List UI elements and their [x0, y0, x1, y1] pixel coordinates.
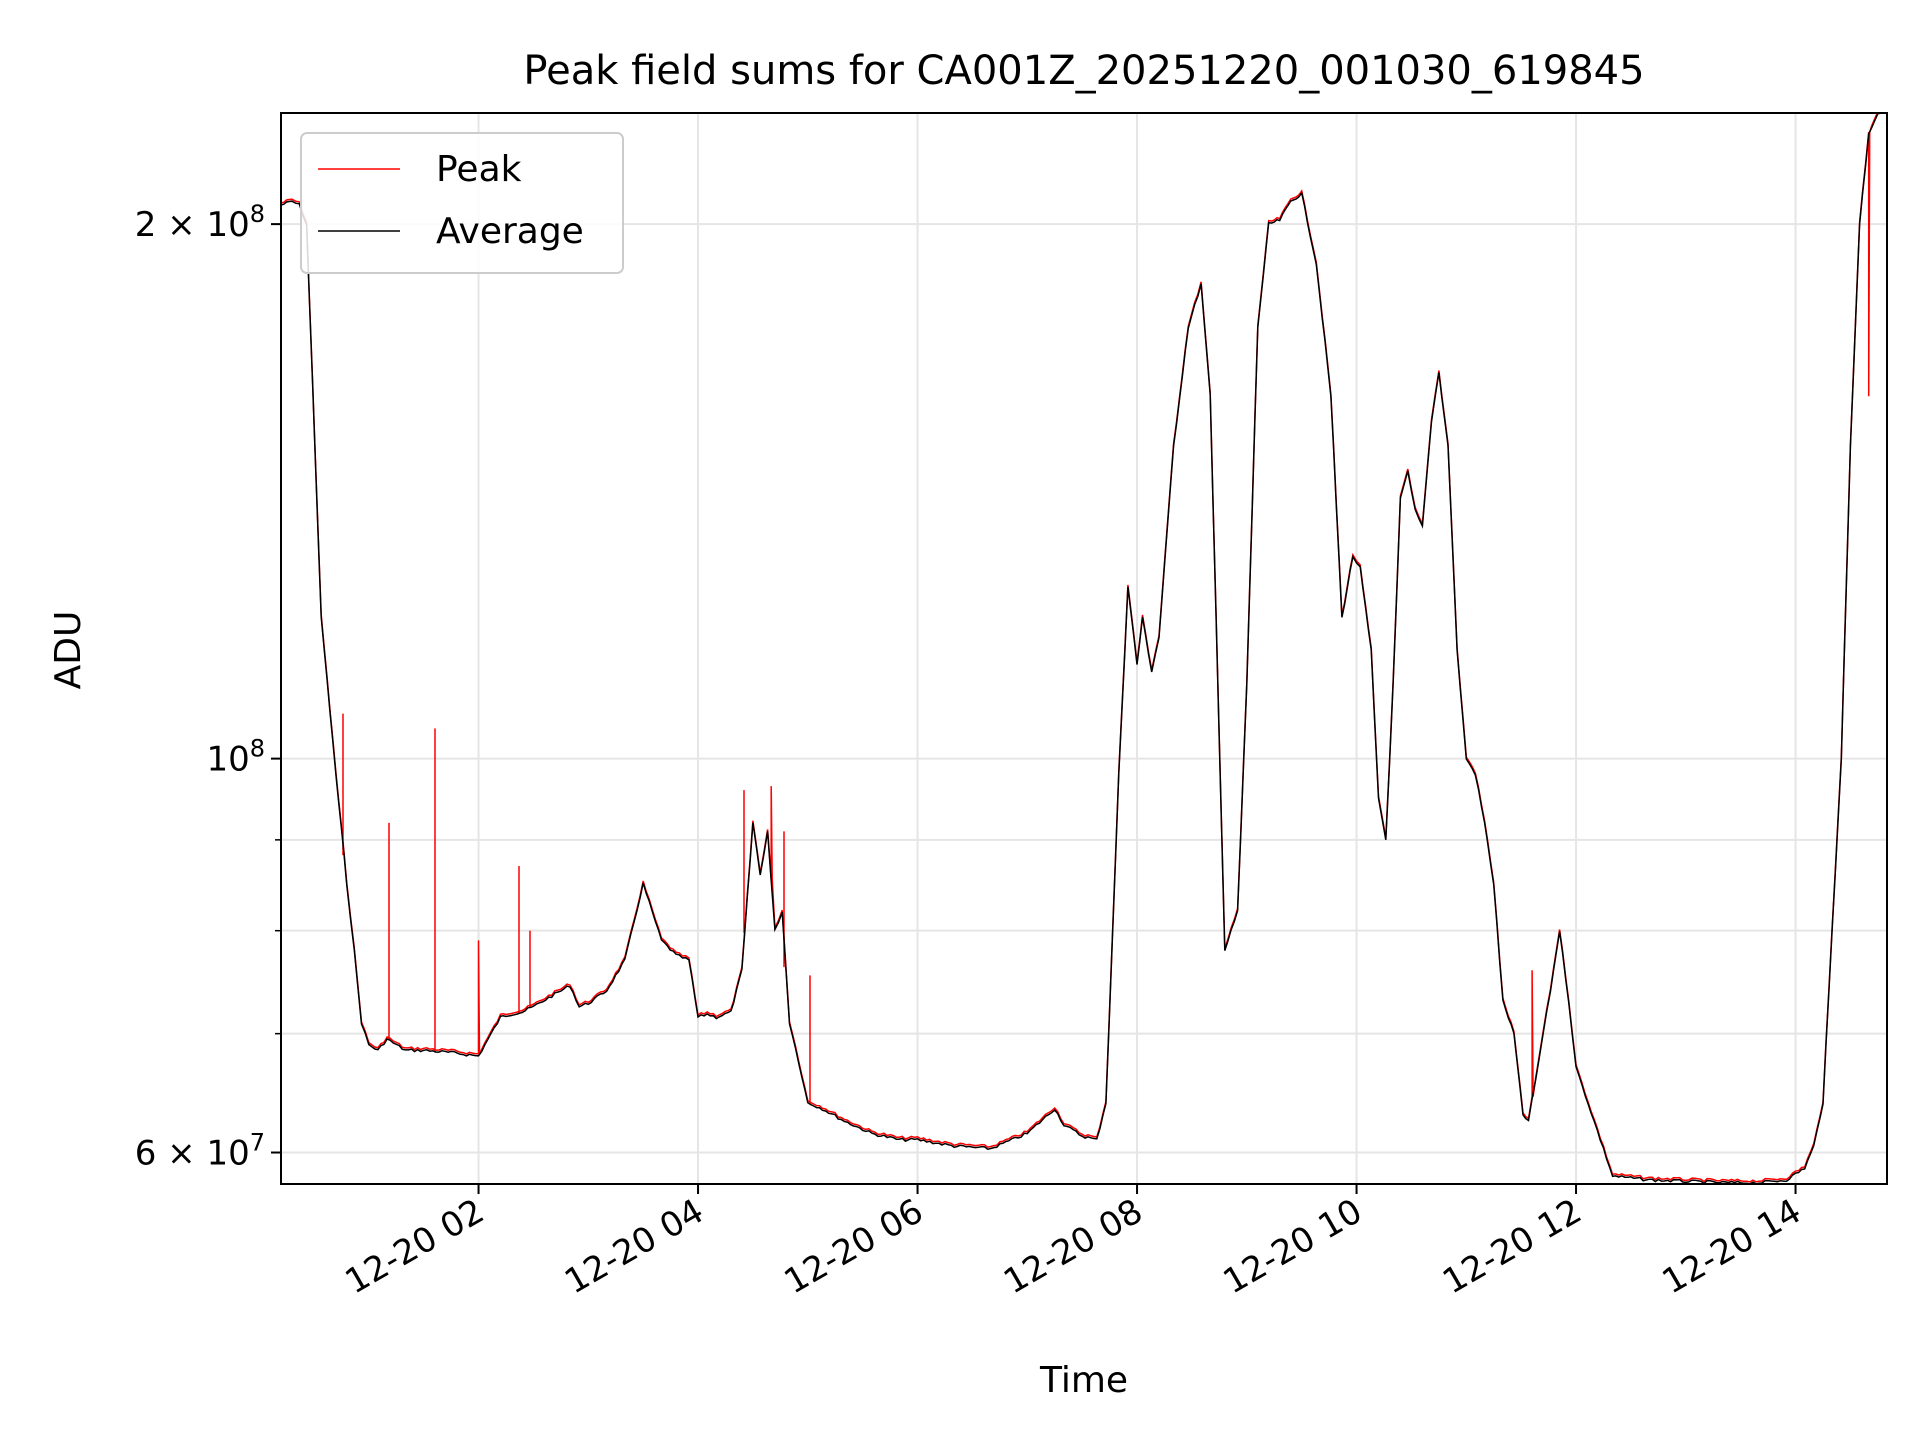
y-tick-label: 2 × 108 [135, 200, 265, 245]
y-tick-label-exponent: 7 [250, 1129, 265, 1157]
legend-label-peak: Peak [436, 149, 522, 190]
series-line-average [281, 113, 1887, 1184]
x-axis-label: Time [1039, 1360, 1128, 1401]
series-line-peak [281, 113, 1879, 1183]
legend: Peak Average [300, 132, 624, 274]
series-layer [281, 113, 1887, 1184]
y-tick-label-base: 10 [206, 740, 249, 780]
axes-frame [280, 112, 1888, 1185]
legend-box [300, 132, 624, 274]
chart-title: Peak field sums for CA001Z_20251220_0010… [523, 48, 1644, 94]
y-tick-label-base: 6 × 10 [135, 1134, 250, 1174]
y-tick-label-exponent: 8 [250, 735, 265, 763]
grid [281, 113, 1887, 1184]
y-tick-label-exponent: 8 [250, 200, 265, 228]
y-tick-label: 6 × 107 [135, 1129, 265, 1174]
plot-area [281, 113, 1887, 1184]
legend-label-average: Average [436, 211, 584, 252]
y-tick-label: 108 [206, 735, 265, 780]
y-axis-label: ADU [48, 611, 89, 690]
y-tick-label-base: 2 × 10 [135, 205, 250, 245]
